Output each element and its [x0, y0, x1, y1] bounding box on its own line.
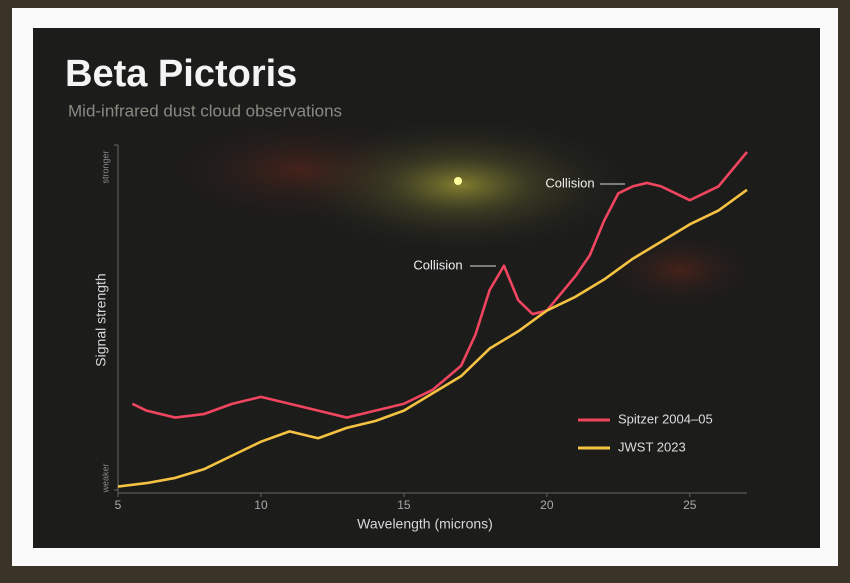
series-line: [117, 188, 748, 488]
annotation: Collision: [545, 175, 594, 190]
y-tick-label: stronger: [100, 150, 110, 183]
x-tick-label: 20: [540, 498, 554, 512]
chart-subtitle: Mid-infrared dust cloud observations: [68, 101, 342, 120]
y-axis-label: Signal strength: [93, 273, 109, 366]
x-tick-label: 10: [254, 498, 268, 512]
nebula: [600, 230, 760, 310]
x-tick-label: 15: [397, 498, 411, 512]
legend-label: Spitzer 2004–05: [618, 411, 713, 426]
annotation: Collision: [413, 257, 462, 272]
dust-disk: [280, 115, 640, 255]
series-line: [131, 151, 749, 419]
chart-title: Beta Pictoris: [65, 53, 297, 95]
x-tick-label: 25: [683, 498, 697, 512]
star: [454, 177, 462, 185]
x-axis-label: Wavelength (microns): [357, 516, 493, 532]
x-tick-label: 5: [115, 498, 122, 512]
legend-label: JWST 2023: [618, 439, 686, 454]
y-tick-label: weaker: [100, 463, 110, 493]
